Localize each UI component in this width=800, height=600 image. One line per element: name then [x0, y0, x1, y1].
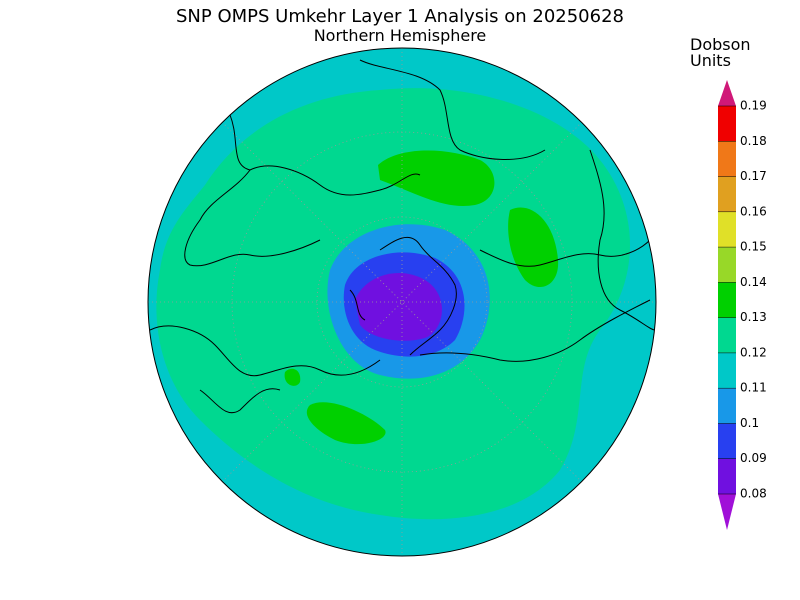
- coastlines: [149, 59, 656, 413]
- colorbar-label: Units: [690, 51, 731, 70]
- colorbar-segment: [718, 317, 736, 353]
- colorbar-segment: [718, 211, 736, 248]
- field-low: [355, 272, 442, 341]
- colorbar-tick-label: 0.18: [740, 134, 767, 148]
- colorbar-segment: [718, 388, 736, 424]
- colorbar-tick-label: 0.12: [740, 345, 767, 359]
- field-high: [284, 368, 301, 386]
- colorbar-segment: [718, 352, 736, 389]
- colorbar: 0.08 0.09 0.1 0.11 0.12 0.13 0.14 0.15 0.16 0.17 0…: [718, 80, 767, 530]
- field-high: [378, 150, 495, 206]
- title: SNP OMPS Umkehr Layer 1 Analysis on 2025…: [176, 6, 624, 27]
- colorbar-tick-label: 0.17: [740, 169, 767, 183]
- colorbar-segment: [718, 458, 736, 494]
- colorbar-segment: [718, 176, 736, 212]
- subtitle: Northern Hemisphere: [314, 26, 487, 45]
- colorbar-tick-label: 0.09: [740, 451, 767, 465]
- colorbar-tick-label: 0.11: [740, 381, 767, 395]
- field-high: [306, 402, 386, 445]
- colorbar-extend-low: [718, 494, 736, 530]
- colorbar-segment: [718, 106, 736, 142]
- colorbar-tick-label: 0.1: [740, 416, 759, 430]
- graticule: [148, 48, 656, 556]
- colorbar-segment: [718, 282, 736, 318]
- colorbar-extend-high: [718, 80, 736, 106]
- colorbar-segment: [718, 141, 736, 177]
- field-high: [508, 207, 559, 288]
- polar-map: [148, 48, 656, 556]
- colorbar-segment: [718, 423, 736, 459]
- colorbar-tick-label: 0.14: [740, 275, 767, 289]
- colorbar-tick-label: 0.08: [740, 487, 767, 501]
- colorbar-tick-label: 0.16: [740, 204, 767, 218]
- colorbar-tick-label: 0.15: [740, 240, 767, 254]
- colorbar-label: Dobson: [690, 35, 751, 54]
- colorbar-tick-label: 0.19: [740, 99, 767, 113]
- colorbar-segment: [718, 247, 736, 283]
- map-border: [147, 47, 657, 557]
- colorbar-tick-label: 0.13: [740, 310, 767, 324]
